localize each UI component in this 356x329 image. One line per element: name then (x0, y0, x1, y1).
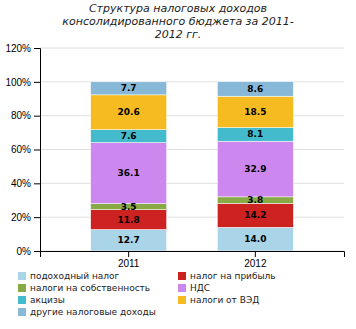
legend-swatch (178, 272, 186, 280)
data-label: 11.8 (118, 215, 140, 225)
y-tick-mark (34, 116, 40, 117)
bars (91, 82, 294, 251)
data-label: 18.5 (244, 107, 266, 117)
data-label: 32.9 (244, 164, 266, 174)
y-tick-label: 20% (11, 212, 31, 223)
legend-item: налоги на собственность (18, 283, 150, 293)
x-tick: 2011 (118, 251, 140, 269)
bar-segment (91, 95, 167, 130)
data-label: 12.7 (118, 235, 140, 245)
bar-segment (217, 128, 293, 142)
legend-label: другие налоговые доходы (30, 307, 156, 317)
data-label: 14.0 (244, 234, 266, 244)
data-label: 3.5 (121, 202, 137, 212)
legend-swatch (178, 284, 186, 292)
x-tick: 2012 (244, 251, 267, 269)
y-axis-line (34, 49, 41, 252)
grid (40, 48, 344, 251)
legend-item: налог на прибыль (178, 271, 276, 281)
title-line: Структура налоговых доходов (89, 2, 267, 15)
y-tick-label: 120% (5, 43, 31, 54)
y-tick-mark (34, 183, 40, 184)
title-line: 2012 гг. (155, 28, 202, 41)
title-line: консолидированного бюджета за 2011- (62, 15, 293, 28)
y-tick-label: 40% (11, 178, 31, 189)
y-tick-label: 0% (17, 246, 32, 257)
y-axis: 0% 20% 40% 60% 80% 100% 120% (5, 43, 40, 257)
bar-segment (217, 96, 293, 127)
y-tick-mark (34, 82, 40, 83)
bar-segment (91, 143, 167, 204)
bar-segment (217, 227, 293, 251)
data-label: 8.6 (247, 84, 263, 94)
legend-label: акцизы (30, 295, 65, 305)
legend-swatch (18, 272, 26, 280)
x-axis-line (41, 252, 345, 258)
data-label: 7.6 (121, 131, 137, 141)
grid-line (40, 81, 344, 82)
chart: Структура налоговых доходовконсолидирова… (0, 0, 356, 329)
legend-swatch (178, 296, 186, 304)
legend-label: налоги от ВЭД (190, 295, 259, 305)
grid-line (40, 48, 344, 49)
grid-line (40, 217, 344, 218)
data-label: 8.1 (247, 129, 263, 139)
legend-swatch (18, 296, 26, 304)
y-tick: 80% (11, 110, 40, 121)
x-tick-mark (255, 251, 256, 257)
bar-segment (91, 130, 167, 143)
bar-segment (91, 230, 167, 251)
legend-item: акцизы (18, 295, 65, 305)
bar-segment (217, 82, 293, 97)
bar-segment (91, 82, 167, 95)
legend-label: подоходный налог (30, 271, 120, 281)
legend-item: налоги от ВЭД (178, 295, 259, 305)
y-tick: 0% (17, 246, 40, 257)
data-label: 7.7 (121, 83, 137, 93)
data-label: 3.8 (247, 195, 263, 205)
series (91, 95, 294, 130)
y-tick-label: 60% (11, 144, 31, 155)
y-tick: 120% (5, 43, 40, 54)
grid-line (40, 183, 344, 184)
x-axis: 2011 2012 (41, 251, 345, 269)
data-label: 14.2 (244, 210, 266, 220)
y-tick: 60% (11, 144, 40, 155)
legend-swatch (18, 284, 26, 292)
data-label: 20.6 (118, 107, 140, 117)
data-label: 36.1 (118, 168, 140, 178)
y-tick: 40% (11, 178, 40, 189)
y-tick: 100% (5, 77, 40, 88)
x-tick-label: 2011 (118, 258, 140, 269)
bar-segment (217, 141, 293, 197)
legend-item: подоходный налог (18, 271, 120, 281)
y-tick-mark (34, 48, 40, 49)
x-tick-mark (128, 251, 129, 257)
legend-item: другие налоговые доходы (18, 307, 156, 317)
y-tick-mark (34, 251, 40, 252)
y-tick-mark (34, 217, 40, 218)
grid-line (40, 115, 344, 116)
series (91, 227, 294, 251)
data-labels: 12.7 14.0 11.8 14.2 3.5 3.8 36.1 32.9 7.6 8.1 20.6… (118, 83, 267, 245)
plot: 12.7 14.0 11.8 14.2 3.5 3.8 36.1 32.9 7.6 8.1 20.6… (5, 43, 344, 269)
title: Структура налоговых доходовконсолидирова… (62, 2, 293, 41)
y-tick-mark (34, 150, 40, 151)
y-tick: 20% (11, 212, 40, 223)
legend-label: налог на прибыль (190, 271, 276, 281)
legend-swatch (18, 308, 26, 316)
bar-segment (217, 203, 293, 227)
legend-label: НДС (190, 283, 210, 293)
bar-segment (91, 210, 167, 230)
legend-label: налоги на собственность (30, 283, 150, 293)
y-tick-label: 100% (5, 77, 31, 88)
x-tick-label: 2012 (244, 258, 267, 269)
legend: подоходный налог налог на прибыль налоги н… (18, 271, 276, 317)
y-tick-label: 80% (11, 110, 31, 121)
grid-line (40, 149, 344, 150)
legend-item: НДС (178, 283, 210, 293)
series (91, 82, 294, 97)
